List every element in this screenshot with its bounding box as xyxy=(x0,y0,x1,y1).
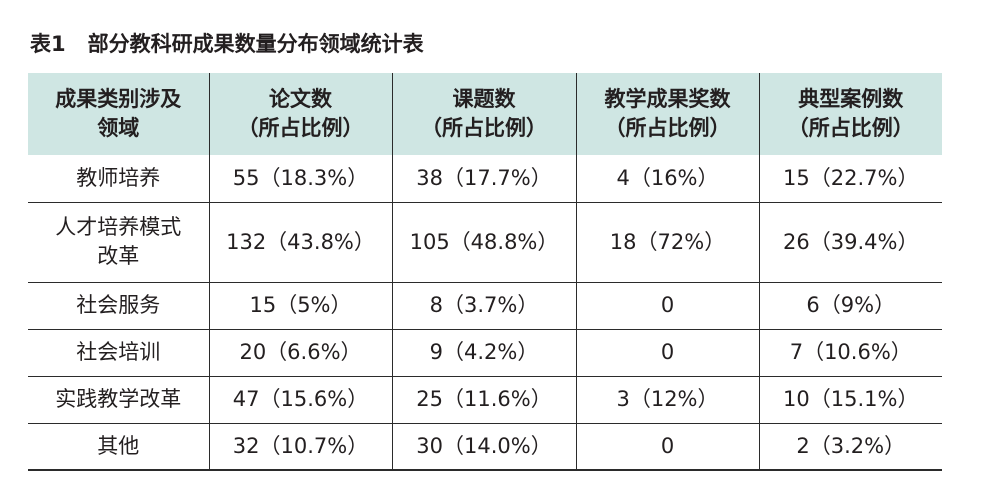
row-label-text: 社会培训 xyxy=(76,340,161,364)
table-row: 社会培训 20（6.6%） 9（4.2%） 0 7（10.6%） xyxy=(28,328,942,376)
header-line: （所占比例） xyxy=(421,116,547,140)
table-cell: 8（3.7%） xyxy=(391,281,577,329)
header-line: 领域 xyxy=(97,116,140,140)
header-line: 论文数 xyxy=(269,87,332,111)
table-cell: 105（48.8%） xyxy=(391,201,577,282)
table-cell: 6（9%） xyxy=(758,281,942,329)
table-cell: 4（16%） xyxy=(575,155,760,202)
header-row: 成果类别涉及 领域 论文数 （所占比例） 课题数 （所占比例） 教学成果奖数 （… xyxy=(28,73,942,155)
table-header: 成果类别涉及 领域 论文数 （所占比例） 课题数 （所占比例） 教学成果奖数 （… xyxy=(28,73,942,155)
row-label-text: 教师培养 xyxy=(76,165,161,190)
table-cell: 47（15.6%） xyxy=(208,375,393,423)
header-cell-projects: 课题数 （所占比例） xyxy=(391,73,577,155)
table-number: 表1 xyxy=(30,32,66,56)
table-cell: 0 xyxy=(575,422,760,470)
row-label: 教师培养 xyxy=(28,155,210,202)
header-line: （所占比例） xyxy=(787,116,914,140)
row-label-text: 社会服务 xyxy=(76,293,161,317)
table-row: 社会服务 15（5%） 8（3.7%） 0 6（9%） xyxy=(28,281,942,329)
row-label-text: 实践教学改革 xyxy=(55,387,182,411)
header-line: 成果类别涉及 xyxy=(55,87,182,111)
header-cell-awards: 教学成果奖数 （所占比例） xyxy=(575,73,760,155)
header-line: （所占比例） xyxy=(237,116,364,140)
table-cell: 25（11.6%） xyxy=(391,375,577,423)
table-cell: 55（18.3%） xyxy=(208,155,393,202)
row-label: 其他 xyxy=(28,422,210,470)
table-cell: 30（14.0%） xyxy=(391,422,577,470)
table-cell: 7（10.6%） xyxy=(758,328,942,376)
row-label: 人才培养模式 改革 xyxy=(28,201,210,282)
table-cell: 0 xyxy=(575,328,760,376)
row-label: 实践教学改革 xyxy=(28,375,210,423)
table-row: 其他 32（10.7%） 30（14.0%） 0 2（3.2%） xyxy=(28,422,942,470)
row-label-text: 人才培养模式 xyxy=(55,215,182,239)
table-cell: 18（72%） xyxy=(575,201,760,282)
row-label: 社会服务 xyxy=(28,281,210,329)
table-row: 教师培养 55（18.3%） 38（17.7%） 4（16%） 15（22.7%… xyxy=(28,155,942,202)
header-line: （所占比例） xyxy=(604,116,731,140)
row-label-text: 改革 xyxy=(97,244,140,268)
statistics-table: 成果类别涉及 领域 论文数 （所占比例） 课题数 （所占比例） 教学成果奖数 （… xyxy=(28,73,942,471)
header-cell-papers: 论文数 （所占比例） xyxy=(208,73,393,155)
header-line: 课题数 xyxy=(452,87,516,111)
row-label: 社会培训 xyxy=(28,328,210,376)
table-cell: 38（17.7%） xyxy=(391,155,577,202)
table-cell: 132（43.8%） xyxy=(208,201,393,282)
header-line: 典型案例数 xyxy=(798,87,904,111)
table-cell: 32（10.7%） xyxy=(208,422,393,470)
table-cell: 15（5%） xyxy=(208,281,393,329)
table-cell: 10（15.1%） xyxy=(758,375,942,423)
table-cell: 0 xyxy=(575,281,760,329)
statistics-table-container: 成果类别涉及 领域 论文数 （所占比例） 课题数 （所占比例） 教学成果奖数 （… xyxy=(28,73,942,471)
table-cell: 2（3.2%） xyxy=(758,422,942,470)
table-cell: 9（4.2%） xyxy=(391,328,577,376)
table-title: 部分教科研成果数量分布领域统计表 xyxy=(87,32,424,56)
table-caption: 表1 部分教科研成果数量分布领域统计表 xyxy=(30,26,424,60)
table-row: 实践教学改革 47（15.6%） 25（11.6%） 3（12%） 10（15.… xyxy=(28,375,942,423)
table-body: 教师培养 55（18.3%） 38（17.7%） 4（16%） 15（22.7%… xyxy=(28,155,942,470)
table-cell: 15（22.7%） xyxy=(758,155,942,202)
table-cell: 20（6.6%） xyxy=(208,328,393,376)
header-cell-cases: 典型案例数 （所占比例） xyxy=(758,73,942,155)
table-cell: 26（39.4%） xyxy=(758,201,942,282)
table-row: 人才培养模式 改革 132（43.8%） 105（48.8%） 18（72%） … xyxy=(28,201,942,282)
table-cell: 3（12%） xyxy=(575,375,760,423)
header-cell-category: 成果类别涉及 领域 xyxy=(28,73,210,155)
header-line: 教学成果奖数 xyxy=(604,87,731,111)
row-label-text: 其他 xyxy=(97,433,140,458)
